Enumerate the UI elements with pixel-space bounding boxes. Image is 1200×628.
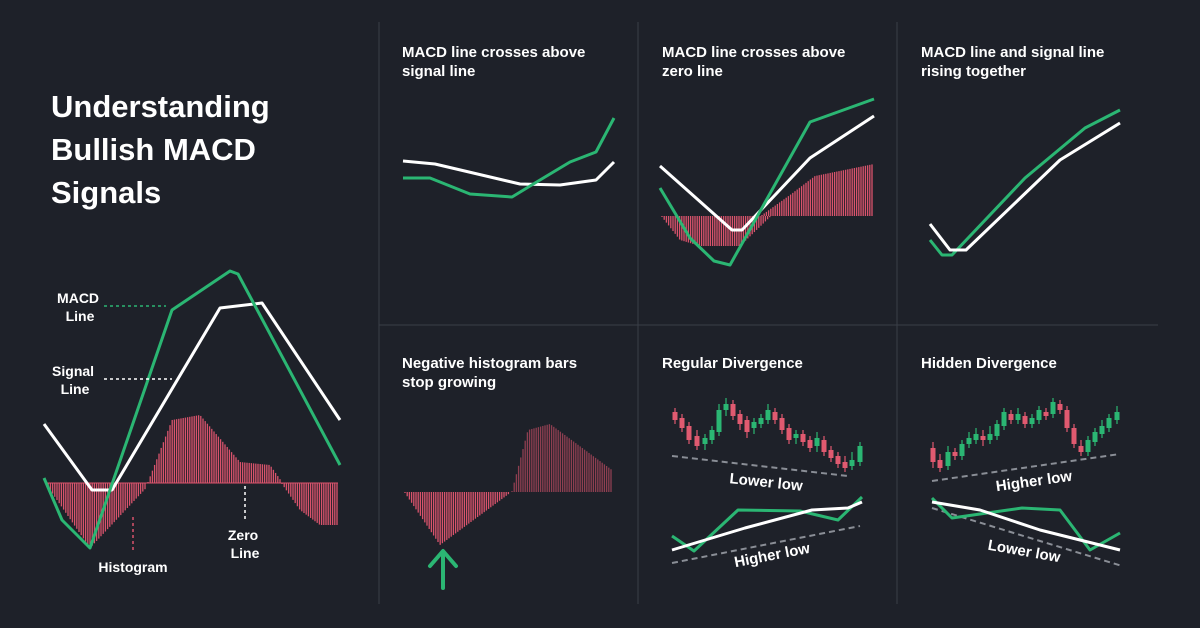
candle-body: [709, 430, 715, 440]
candle-body: [758, 418, 764, 424]
signal-line: [931, 500, 1121, 552]
candle-body: [1057, 404, 1063, 410]
candle-body: [1099, 426, 1105, 434]
macd-line: [671, 495, 864, 553]
candle-body: [800, 434, 806, 442]
candle-body: [1036, 410, 1042, 420]
macd-line: [928, 108, 1121, 257]
macd-line-label: MACD Line: [57, 290, 103, 324]
histogram: [404, 424, 612, 545]
signal-line: [928, 121, 1121, 252]
candle-body: [937, 460, 943, 468]
candle-body: [1001, 412, 1007, 426]
histogram-label: Histogram: [98, 559, 167, 575]
candle-body: [987, 434, 993, 440]
panel-regular-divergence: Regular Divergence Lower low Higher low: [662, 355, 864, 571]
macd-trend-label: Lower low: [986, 537, 1062, 567]
candle-body: [694, 436, 700, 446]
candle-body: [1015, 414, 1021, 420]
candle-body: [737, 414, 743, 424]
candle-body: [679, 418, 685, 428]
candle-body: [744, 420, 750, 432]
candlesticks: [672, 398, 863, 472]
candle-body: [980, 436, 986, 440]
candle-body: [1050, 402, 1056, 414]
candle-body: [952, 452, 958, 456]
main-signal-line: [42, 301, 342, 492]
candle-body: [1106, 418, 1112, 428]
signal-line-label: Signal Line: [52, 363, 98, 397]
candle-body: [835, 456, 841, 464]
price-trend-label: Higher low: [995, 468, 1074, 496]
candle-body: [1022, 416, 1028, 424]
candle-body: [1064, 410, 1070, 428]
candle-body: [930, 448, 936, 462]
signal-line: [402, 159, 616, 187]
main-macd-line: [42, 269, 342, 550]
candle-body: [994, 424, 1000, 436]
panel-title: Hidden Divergence: [921, 355, 1057, 372]
price-trend-label: Lower low: [729, 470, 804, 495]
candle-body: [821, 440, 827, 452]
panel-title: Negative histogram bars stop growing: [402, 355, 581, 391]
candle-body: [959, 444, 965, 456]
candle-body: [1029, 418, 1035, 424]
candle-body: [849, 460, 855, 466]
candle-body: [945, 452, 951, 466]
trend-line: [931, 453, 1121, 482]
candle-body: [765, 410, 771, 420]
candle-body: [779, 418, 785, 430]
candle-body: [973, 434, 979, 440]
panel-histogram-stop: Negative histogram bars stop growing: [402, 355, 612, 590]
signal-line: [671, 500, 863, 552]
macd-line: [930, 496, 1121, 552]
arrow-up-icon: [428, 549, 458, 590]
panel-title: MACD line and signal line rising togethe…: [921, 44, 1109, 80]
candle-body: [1078, 446, 1084, 452]
candle-body: [1043, 412, 1049, 416]
candle-body: [1114, 412, 1120, 420]
candle-body: [793, 434, 799, 438]
candle-body: [672, 412, 678, 420]
main-diagram: MACD Line Signal Line Histogram Zero Lin…: [42, 269, 342, 575]
macd-trend-label: Higher low: [733, 540, 812, 571]
candle-body: [828, 450, 834, 458]
page-title: Understanding Bullish MACD Signals: [51, 89, 278, 210]
candle-body: [751, 422, 757, 428]
candle-body: [1071, 428, 1077, 444]
panel-title: MACD line crosses above signal line: [402, 44, 590, 80]
candle-body: [723, 404, 729, 410]
trend-line: [671, 525, 861, 564]
candle-body: [842, 462, 848, 468]
candle-body: [1008, 414, 1014, 420]
candle-body: [686, 426, 692, 440]
candle-body: [702, 438, 708, 444]
candle-body: [1092, 432, 1098, 442]
candle-body: [716, 410, 722, 432]
macd-line: [658, 97, 875, 267]
panel-crosses-zero: MACD line crosses above zero line: [658, 44, 875, 267]
panel-crosses-signal: MACD line crosses above signal line: [402, 44, 616, 199]
candle-body: [1085, 440, 1091, 452]
candlesticks: [930, 398, 1120, 472]
panel-rising-together: MACD line and signal line rising togethe…: [921, 44, 1121, 257]
candle-body: [786, 428, 792, 440]
signal-line: [659, 114, 875, 232]
candle-body: [814, 438, 820, 446]
zero-line-label: Zero Line: [228, 527, 262, 561]
main-histogram: [45, 415, 338, 548]
panel-title: MACD line crosses above zero line: [662, 44, 850, 80]
candle-body: [857, 446, 863, 462]
candle-body: [772, 412, 778, 420]
candle-body: [730, 404, 736, 416]
macd-line: [403, 117, 616, 199]
panel-hidden-divergence: Hidden Divergence Higher low Lower low: [921, 355, 1123, 567]
panel-title: Regular Divergence: [662, 355, 803, 372]
candle-body: [807, 440, 813, 448]
candle-body: [966, 438, 972, 444]
